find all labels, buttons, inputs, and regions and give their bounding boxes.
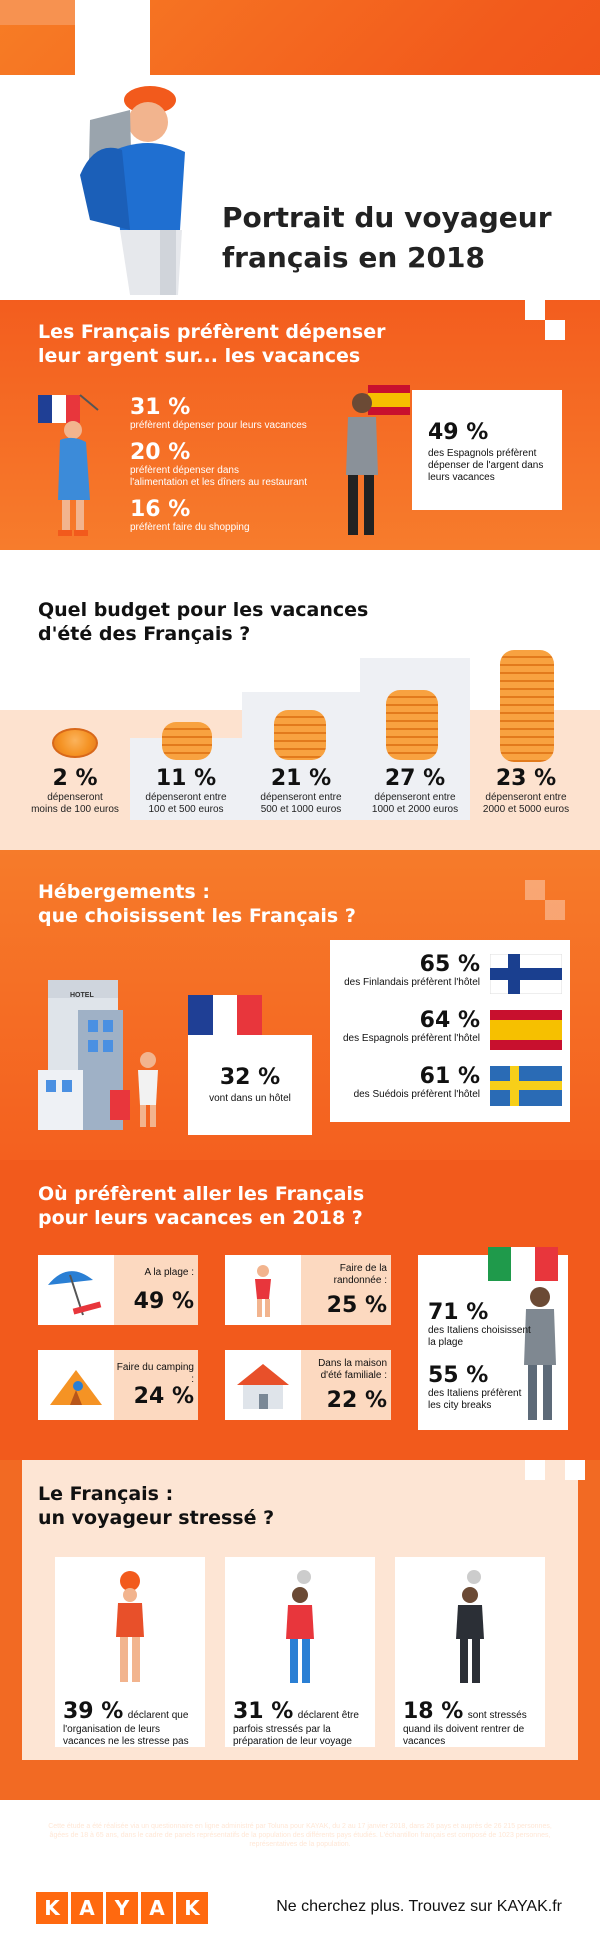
italy-box: 71 % des Italiens choisissent la plage 5… <box>418 1247 568 1430</box>
spending-section: Les Français préfèrent dépenser leur arg… <box>0 300 600 550</box>
hotel-illustration <box>38 980 158 1130</box>
budget-text-4: dépenseront entre 1000 et 2000 euros <box>371 792 459 815</box>
budget-pct-4: 27 % <box>384 766 446 791</box>
budget-section: Quel budget pour les vacances d'été des … <box>0 550 600 850</box>
spending-item-1: 31 % préfèrent dépenser pour leurs vacan… <box>130 395 307 431</box>
stress-card-3: 18 % sont stressés quand ils doivent ren… <box>395 1557 545 1747</box>
tagline: Ne cherchez plus. Trouvez sur KAYAK.fr <box>276 1898 562 1915</box>
spending-item-3: 16 % préfèrent faire du shopping <box>130 497 250 533</box>
title-line-1: Portrait du voyageur <box>222 201 552 234</box>
spanish-man-illustration <box>346 385 410 535</box>
coin-stack-icon <box>162 722 212 760</box>
coin-stack-icon <box>274 710 326 760</box>
lodging-title: Hébergements : que choisissent les Franç… <box>38 881 356 927</box>
budget-pct-5: 23 % <box>495 766 557 791</box>
hotel-sign: HOTEL <box>70 992 94 999</box>
france-hotel-box: 32 % vont dans un hôtel <box>188 1035 312 1135</box>
budget-text-5: dépenseront entre 2000 et 5000 euros <box>482 792 570 815</box>
spain-box: 49 % des Espagnols préfèrent dépenser de… <box>412 390 562 510</box>
beach-umbrella-icon <box>48 1271 102 1316</box>
stress-card-1: 39 % déclarent que l'organisation de leu… <box>55 1557 205 1747</box>
hiker-icon <box>255 1265 271 1317</box>
destinations-section: Où préfèrent aller les Français pour leu… <box>0 1160 600 1460</box>
lodging-section: Hébergements : que choisissent les Franç… <box>0 850 600 1160</box>
budget-title: Quel budget pour les vacances d'été des … <box>38 599 369 645</box>
stress-card-2: 31 % déclarent être parfois stressés par… <box>225 1557 375 1747</box>
traveler-woman-illustration <box>116 1571 144 1682</box>
spending-item-2: 20 % préfèrent dépenser dans l'alimentat… <box>130 440 308 488</box>
french-woman-illustration <box>38 394 99 536</box>
kayak-logo[interactable]: K A Y A K <box>36 1892 208 1924</box>
budget-pct-1: 2 % <box>52 766 98 791</box>
title-line-2: français en 2018 <box>222 241 485 274</box>
spain-flag-icon <box>490 1010 562 1050</box>
budget-text-3: dépenseront entre 500 et 1000 euros <box>260 792 342 815</box>
finland-flag-icon <box>490 954 562 994</box>
budget-pct-2: 11 % <box>155 766 217 791</box>
header <box>0 0 600 300</box>
spending-title: Les Français préfèrent dépenser leur arg… <box>38 321 386 367</box>
page-title: Portrait du voyageur français en 2018 <box>222 198 552 278</box>
coin-stack-icon <box>386 690 438 760</box>
other-countries-box: 65 % des Finlandais préfèrent l'hôtel 64… <box>330 940 570 1122</box>
camping-card: Faire du camping : 24 % <box>114 1350 198 1420</box>
methodology-note: Cette étude a été réalisée via un questi… <box>48 1823 552 1848</box>
traveler-illustration <box>80 86 185 295</box>
tent-icon <box>50 1370 102 1405</box>
italy-flag-icon <box>488 1247 558 1281</box>
italian-man-illustration <box>524 1287 556 1420</box>
budget-text-2: dépenseront entre 100 et 500 euros <box>145 792 227 815</box>
house-icon <box>237 1364 289 1409</box>
budget-text-1: dépenseront moins de 100 euros <box>31 792 119 815</box>
stress-section: Le Français : un voyageur stressé ? 39 %… <box>0 1460 600 1800</box>
businessman-illustration <box>456 1570 484 1683</box>
sweden-flag-icon <box>490 1066 562 1106</box>
france-flag-icon <box>188 995 262 1035</box>
hiking-card: Faire de la randonnée : 25 % <box>301 1255 391 1325</box>
coin-icon <box>52 728 98 758</box>
house-card: Dans la maison d'été familiale : 22 % <box>301 1350 391 1420</box>
destinations-title: Où préfèrent aller les Français pour leu… <box>38 1183 365 1229</box>
coin-stack-icon <box>500 650 554 762</box>
stressed-man-illustration <box>286 1570 314 1683</box>
stress-title: Le Français : un voyageur stressé ? <box>38 1483 275 1529</box>
beach-card: A la plage : 49 % <box>114 1255 198 1325</box>
budget-pct-3: 21 % <box>270 766 332 791</box>
